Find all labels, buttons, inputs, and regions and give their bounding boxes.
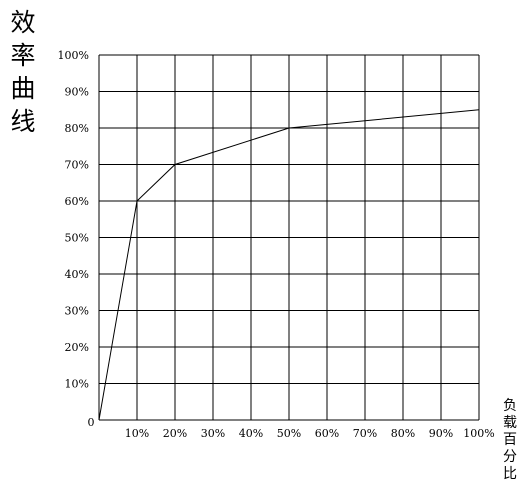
vtitle-char-2: 曲	[10, 74, 36, 103]
xtitle-char-2: 百	[503, 432, 517, 448]
x-tick-label: 20%	[163, 427, 187, 440]
x-tick-label: 40%	[239, 427, 263, 440]
vtitle-char-1: 率	[10, 41, 36, 70]
xtitle-char-3: 分	[503, 449, 517, 465]
y-tick-label: 90%	[65, 86, 89, 99]
y-tick-label: 50%	[65, 232, 89, 245]
origin-label: 0	[88, 416, 95, 429]
x-axis-title: 负载百分比	[500, 398, 520, 483]
x-tick-label: 70%	[353, 427, 377, 440]
y-tick-label: 80%	[65, 122, 89, 135]
y-tick-label: 10%	[65, 378, 89, 391]
vtitle-char-3: 线	[10, 107, 36, 136]
y-tick-label: 60%	[65, 195, 89, 208]
xtitle-char-4: 比	[503, 466, 517, 482]
y-tick-label: 30%	[65, 305, 89, 318]
x-tick-label: 100%	[463, 427, 494, 440]
y-tick-label: 40%	[65, 268, 89, 281]
y-tick-label: 100%	[58, 49, 89, 62]
y-tick-label: 70%	[65, 159, 89, 172]
x-tick-label: 10%	[125, 427, 149, 440]
vtitle-char-0: 效	[10, 8, 36, 37]
series-line-0	[98, 109, 480, 421]
y-tick-label: 20%	[65, 341, 89, 354]
x-tick-label: 50%	[277, 427, 301, 440]
x-tick-label: 30%	[201, 427, 225, 440]
chart-title: 效率曲线	[8, 6, 38, 138]
x-tick-label: 80%	[391, 427, 415, 440]
x-tick-label: 90%	[429, 427, 453, 440]
xtitle-char-0: 负	[503, 398, 517, 414]
xtitle-char-1: 载	[503, 415, 517, 431]
x-tick-label: 60%	[315, 427, 339, 440]
